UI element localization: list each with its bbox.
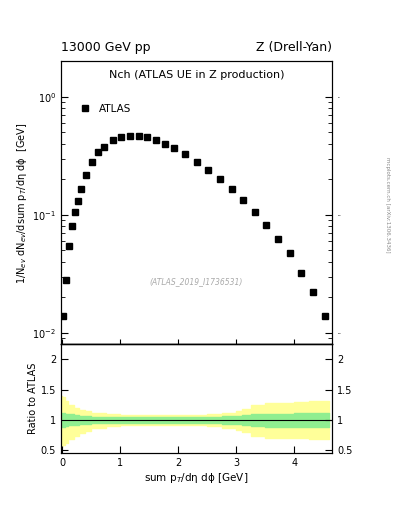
ATLAS <box>64 277 68 283</box>
ATLAS <box>90 159 95 165</box>
ATLAS <box>136 133 141 139</box>
Text: 13000 GeV pp: 13000 GeV pp <box>61 41 151 54</box>
ATLAS <box>162 141 167 147</box>
ATLAS <box>84 172 89 178</box>
ATLAS <box>61 313 66 319</box>
ATLAS <box>195 159 199 165</box>
Y-axis label: Ratio to ATLAS: Ratio to ATLAS <box>28 363 38 434</box>
Text: Nch (ATLAS UE in Z production): Nch (ATLAS UE in Z production) <box>109 70 284 80</box>
Legend: ATLAS: ATLAS <box>72 100 134 117</box>
ATLAS <box>145 134 150 140</box>
ATLAS <box>75 199 80 205</box>
ATLAS <box>276 236 281 242</box>
ATLAS <box>154 137 158 143</box>
Text: (ATLAS_2019_I1736531): (ATLAS_2019_I1736531) <box>150 278 243 287</box>
ATLAS <box>229 186 234 193</box>
Line: ATLAS: ATLAS <box>61 133 327 318</box>
ATLAS <box>119 134 124 140</box>
ATLAS <box>70 223 74 229</box>
ATLAS <box>299 270 304 276</box>
ATLAS <box>310 289 315 295</box>
ATLAS <box>72 209 77 216</box>
Text: Z (Drell-Yan): Z (Drell-Yan) <box>256 41 332 54</box>
ATLAS <box>78 186 83 193</box>
X-axis label: sum p$_T$/dη dϕ [GeV]: sum p$_T$/dη dϕ [GeV] <box>144 471 249 485</box>
ATLAS <box>128 133 132 139</box>
Y-axis label: 1/N$_{ev}$ dN$_{ev}$/dsum p$_T$/dη dϕ  [GeV]: 1/N$_{ev}$ dN$_{ev}$/dsum p$_T$/dη dϕ [G… <box>15 122 29 284</box>
ATLAS <box>183 151 187 157</box>
ATLAS <box>218 176 222 182</box>
ATLAS <box>206 167 211 173</box>
ATLAS <box>96 149 101 155</box>
ATLAS <box>264 222 269 228</box>
ATLAS <box>287 249 292 255</box>
ATLAS <box>67 243 72 249</box>
ATLAS <box>110 137 115 143</box>
ATLAS <box>101 143 106 150</box>
ATLAS <box>252 209 257 216</box>
Text: mcplots.cern.ch [arXiv:1306.3436]: mcplots.cern.ch [arXiv:1306.3436] <box>385 157 389 252</box>
ATLAS <box>322 313 327 319</box>
ATLAS <box>171 145 176 151</box>
ATLAS <box>241 197 246 203</box>
